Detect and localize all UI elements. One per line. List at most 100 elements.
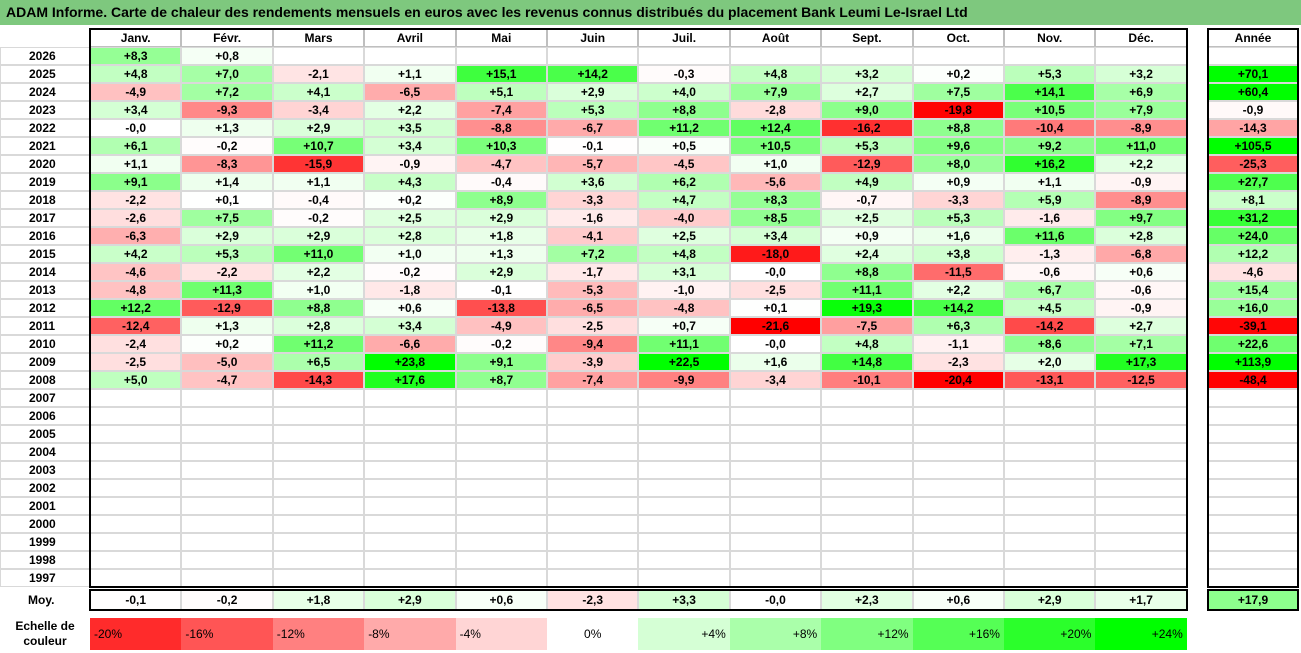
- heatmap-cell: [821, 497, 913, 515]
- heatmap-cell: [181, 389, 273, 407]
- heatmap-cell: [1095, 443, 1187, 461]
- heatmap-cell: [638, 47, 730, 65]
- heatmap-cell: +7,5: [912, 83, 1004, 101]
- heatmap-cell: -2,3: [912, 353, 1004, 371]
- color-scale-step: +12%: [821, 618, 913, 650]
- heatmap-cell: -0,9: [1095, 173, 1187, 191]
- heatmap-cell: [90, 515, 182, 533]
- heatmap-cell: [455, 551, 547, 569]
- heatmap-cell: [455, 443, 547, 461]
- heatmap-cell: -3,9: [547, 353, 639, 371]
- heatmap-cell: +9,1: [455, 353, 547, 371]
- year-label: 2015: [0, 245, 90, 263]
- heatmap-cell: +2,5: [638, 227, 730, 245]
- heatmap-cell: [455, 389, 547, 407]
- color-scale-step: +4%: [638, 618, 730, 650]
- heatmap-cell: +5,1: [455, 83, 547, 101]
- heatmap-cell: +9,1: [90, 173, 182, 191]
- heatmap-cell: +4,3: [364, 173, 456, 191]
- heatmap-cell: -14,2: [1004, 317, 1096, 335]
- heatmap-cell: [1095, 569, 1187, 587]
- heatmap-cell: [1095, 425, 1187, 443]
- heatmap-cell: -5,0: [181, 353, 273, 371]
- heatmap-cell: +5,3: [821, 137, 913, 155]
- heatmap-cell: [1095, 533, 1187, 551]
- heatmap-cell: +7,2: [181, 83, 273, 101]
- heatmap-cell: [638, 497, 730, 515]
- heatmap-cell: [272, 533, 365, 551]
- year-label: 1997: [0, 569, 90, 587]
- heatmap-cell: [1004, 533, 1096, 551]
- heatmap-cell: [638, 569, 730, 587]
- heatmap-cell: [1004, 461, 1096, 479]
- heatmap-cell: -4,7: [455, 155, 547, 173]
- heatmap-cell: [90, 497, 182, 515]
- average-cell: +1,8: [272, 590, 365, 610]
- heatmap-cell: +4,2: [90, 245, 182, 263]
- heatmap-cell: +7,9: [729, 83, 822, 101]
- heatmap-cell: [1004, 569, 1096, 587]
- heatmap-cell: [821, 407, 913, 425]
- heatmap-cell: +0,2: [181, 335, 273, 353]
- heatmap-cell: -1,6: [547, 209, 639, 227]
- heatmap-cell: [272, 407, 365, 425]
- average-cell: -0,1: [90, 590, 182, 610]
- heatmap-cell: +8,8: [638, 101, 730, 119]
- heatmap-cell: -5,3: [547, 281, 639, 299]
- heatmap-cell: [181, 425, 273, 443]
- heatmap-cell: -19,8: [912, 101, 1004, 119]
- heatmap-cell: -6,8: [1095, 245, 1187, 263]
- heatmap-cell: -1,1: [912, 335, 1004, 353]
- heatmap-cell: +11,0: [1095, 137, 1187, 155]
- heatmap-cell: +7,9: [1095, 101, 1187, 119]
- color-scale-step: +24%: [1095, 618, 1187, 650]
- heatmap-cell: [821, 461, 913, 479]
- heatmap-cell: -4,9: [90, 83, 182, 101]
- heatmap-cell: [1004, 47, 1096, 65]
- heatmap-cell: [455, 425, 547, 443]
- year-label: 2022: [0, 119, 90, 137]
- heatmap-cell: [912, 407, 1004, 425]
- heatmap-cell: +2,2: [272, 263, 365, 281]
- heatmap-cell: -10,1: [821, 371, 913, 389]
- annual-cell: -39,1: [1208, 317, 1298, 335]
- heatmap-cell: [364, 461, 456, 479]
- heatmap-cell: -4,8: [90, 281, 182, 299]
- heatmap-cell: +3,6: [547, 173, 639, 191]
- heatmap-cell: -13,8: [455, 299, 547, 317]
- month-header: Févr.: [181, 29, 273, 47]
- heatmap-cell: +14,2: [912, 299, 1004, 317]
- heatmap-cell: +10,5: [729, 137, 822, 155]
- heatmap-cell: [181, 515, 273, 533]
- heatmap-cell: [912, 443, 1004, 461]
- heatmap-cell: +3,4: [364, 137, 456, 155]
- heatmap-cell: -1,6: [1004, 209, 1096, 227]
- heatmap-cell: [547, 479, 639, 497]
- heatmap-cell: [1004, 497, 1096, 515]
- annual-cell: [1208, 407, 1298, 425]
- heatmap-cell: [272, 461, 365, 479]
- heatmap-cell: -10,4: [1004, 119, 1096, 137]
- heatmap-cell: -0,1: [547, 137, 639, 155]
- heatmap-cell: +4,5: [1004, 299, 1096, 317]
- heatmap-cell: +3,8: [912, 245, 1004, 263]
- annual-cell: [1208, 443, 1298, 461]
- heatmap-cell: -11,5: [912, 263, 1004, 281]
- heatmap-cell: -4,9: [455, 317, 547, 335]
- annual-cell: [1208, 497, 1298, 515]
- heatmap-cell: +0,6: [1095, 263, 1187, 281]
- year-label: 2007: [0, 389, 90, 407]
- heatmap-cell: -6,5: [547, 299, 639, 317]
- heatmap-cell: +2,9: [272, 119, 365, 137]
- year-label: 2000: [0, 515, 90, 533]
- heatmap-cell: +10,5: [1004, 101, 1096, 119]
- heatmap-cell: [1004, 551, 1096, 569]
- heatmap-cell: +6,5: [272, 353, 365, 371]
- heatmap-cell: +4,9: [821, 173, 913, 191]
- heatmap-cell: -0,6: [1095, 281, 1187, 299]
- year-label: 2026: [0, 47, 90, 65]
- heatmap-cell: [1095, 407, 1187, 425]
- heatmap-cell: -9,9: [638, 371, 730, 389]
- heatmap-cell: -16,2: [821, 119, 913, 137]
- heatmap-cell: -0,9: [364, 155, 456, 173]
